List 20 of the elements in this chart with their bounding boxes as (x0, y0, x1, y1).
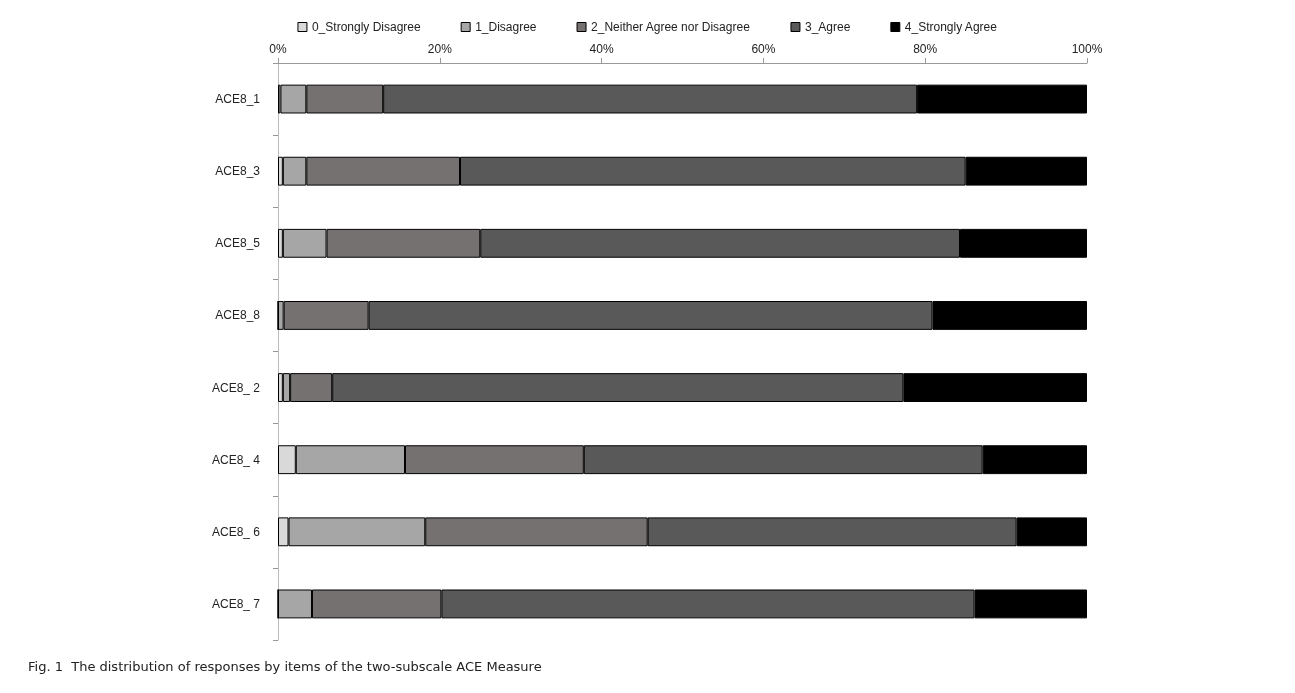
y-tick-label: ACE8_1 (215, 92, 261, 107)
legend-label: 4_Strongly Agree (904, 20, 998, 34)
y-tick-label: ACE8_3 (215, 164, 261, 179)
y-tick-label: ACE8_ 2 (211, 380, 261, 395)
caption: Fig. 1 The distribution of responses by items of the two-subscale ACE Measure (28, 659, 542, 674)
y-tick-label: ACE8_ 4 (211, 452, 261, 467)
y-tick-label: ACE8_5 (215, 236, 261, 251)
x-tick-label: 60% (751, 42, 776, 56)
x-tick-label: 0% (269, 42, 287, 56)
y-tick-label: ACE8_ 6 (211, 524, 261, 539)
x-tick-label: 80% (913, 42, 938, 56)
legend-label: 2_Neither Agree nor Disagree (591, 20, 751, 34)
y-tick-label: ACE8_ 7 (211, 596, 261, 611)
y-tick-label: ACE8_8 (215, 308, 261, 323)
x-tick-label: 20% (427, 42, 453, 56)
x-tick-label: 40% (589, 42, 614, 56)
legend-label: 1_Disagree (475, 20, 537, 34)
legend-label: 3_Agree (804, 20, 851, 34)
x-tick-label: 100% (1071, 42, 1103, 56)
legend-label: 0_Strongly Disagree (311, 20, 421, 34)
